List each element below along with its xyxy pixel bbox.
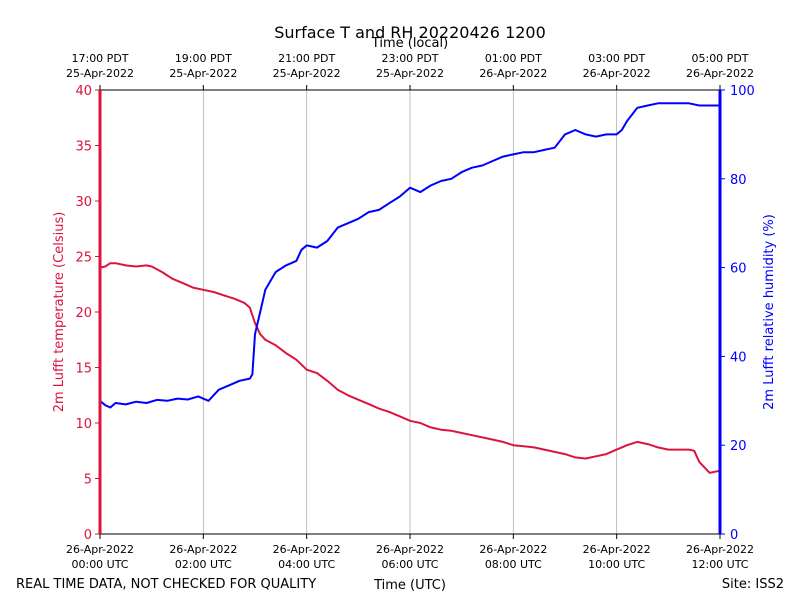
bottom-tick-label-date-1: 26-Apr-2022 xyxy=(169,543,237,556)
top-tick-label-time-2: 21:00 PDT xyxy=(278,52,335,65)
right-tick-label-0: 0 xyxy=(730,528,738,543)
right-tick-label-4: 80 xyxy=(730,173,747,188)
series-layer xyxy=(99,102,721,474)
bottom-tick-label-date-5: 26-Apr-2022 xyxy=(583,543,651,556)
bottom-tick-label-time-2: 04:00 UTC xyxy=(278,558,335,571)
top-tick-label-date-4: 26-Apr-2022 xyxy=(479,67,547,80)
bottom-tick-label-time-3: 06:00 UTC xyxy=(381,558,438,571)
top-tick-label-time-4: 01:00 PDT xyxy=(485,52,542,65)
bottom-tick-label-time-6: 12:00 UTC xyxy=(691,558,748,571)
left-tick-label-1: 5 xyxy=(84,473,92,488)
tick-layer: 0 5 10 15 20 25 30 35 40 0 20 40 60 80 100 26-Apr-2022 0… xyxy=(66,52,755,571)
left-tick-label-2: 10 xyxy=(75,417,92,432)
chart-title: Surface T and RH 20220426 1200 xyxy=(274,23,546,42)
bottom-tick-label-time-4: 08:00 UTC xyxy=(485,558,542,571)
top-tick-label-date-6: 26-Apr-2022 xyxy=(686,67,754,80)
top-axis-label: Time (local) xyxy=(371,36,448,51)
temperature-series-line xyxy=(99,262,721,474)
bottom-tick-label-time-1: 02:00 UTC xyxy=(175,558,232,571)
top-tick-label-date-2: 25-Apr-2022 xyxy=(273,67,341,80)
left-tick-label-3: 15 xyxy=(75,362,92,377)
bottom-tick-label-time-0: 00:00 UTC xyxy=(71,558,128,571)
bottom-tick-label-date-4: 26-Apr-2022 xyxy=(479,543,547,556)
top-tick-label-time-1: 19:00 PDT xyxy=(175,52,232,65)
top-tick-label-date-3: 25-Apr-2022 xyxy=(376,67,444,80)
left-tick-label-5: 25 xyxy=(75,251,92,266)
bottom-tick-label-date-3: 26-Apr-2022 xyxy=(376,543,444,556)
top-tick-label-time-3: 23:00 PDT xyxy=(381,52,438,65)
footer-left-note: REAL TIME DATA, NOT CHECKED FOR QUALITY xyxy=(16,577,316,592)
x-axis-label: Time (UTC) xyxy=(373,578,446,593)
left-tick-label-6: 30 xyxy=(75,195,92,210)
bottom-tick-label-time-5: 10:00 UTC xyxy=(588,558,645,571)
top-tick-label-date-0: 25-Apr-2022 xyxy=(66,67,134,80)
footer-right-site: Site: ISS2 xyxy=(722,577,784,592)
right-tick-label-1: 20 xyxy=(730,439,747,454)
y-axis-label-left: 2m Lufft temperature (Celsius) xyxy=(52,212,67,413)
top-tick-label-date-1: 25-Apr-2022 xyxy=(169,67,237,80)
y-axis-label-right: 2m Lufft relative humidity (%) xyxy=(762,214,777,410)
bottom-tick-label-date-0: 26-Apr-2022 xyxy=(66,543,134,556)
humidity-series-line xyxy=(99,102,720,409)
top-tick-label-time-0: 17:00 PDT xyxy=(71,52,128,65)
top-tick-label-time-6: 05:00 PDT xyxy=(691,52,748,65)
top-tick-label-date-5: 26-Apr-2022 xyxy=(583,67,651,80)
left-tick-label-8: 40 xyxy=(75,84,92,99)
top-tick-label-time-5: 03:00 PDT xyxy=(588,52,645,65)
right-tick-label-5: 100 xyxy=(730,84,755,99)
right-tick-label-2: 40 xyxy=(730,350,747,365)
right-tick-label-3: 60 xyxy=(730,262,747,277)
left-tick-label-4: 20 xyxy=(75,306,92,321)
bottom-tick-label-date-2: 26-Apr-2022 xyxy=(273,543,341,556)
left-tick-label-7: 35 xyxy=(75,140,92,155)
left-tick-label-0: 0 xyxy=(84,528,92,543)
grid-layer xyxy=(202,90,618,534)
bottom-tick-label-date-6: 26-Apr-2022 xyxy=(686,543,754,556)
